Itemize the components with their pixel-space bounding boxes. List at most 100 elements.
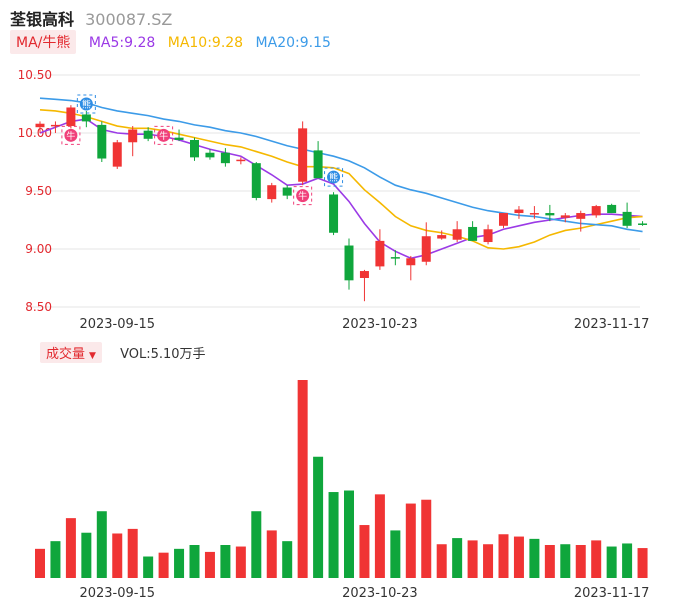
- candle: [545, 204, 555, 222]
- candle: [35, 121, 45, 133]
- volume-indicator-button[interactable]: 成交量 ▼: [40, 342, 102, 363]
- candle: [190, 137, 199, 161]
- candle: [437, 230, 447, 240]
- candle-body: [545, 213, 555, 216]
- volume-bar: [483, 544, 494, 578]
- candle-body: [591, 206, 601, 216]
- candle: [251, 162, 261, 201]
- candle: [406, 255, 416, 281]
- y-tick-label: 10.00: [18, 126, 52, 140]
- volume-bar: [81, 532, 92, 578]
- volume-bar: [467, 540, 478, 578]
- candle: [499, 213, 508, 229]
- candle: [452, 221, 462, 243]
- candle: [50, 121, 60, 133]
- volume-bar: [174, 548, 185, 578]
- candle-body: [638, 223, 648, 225]
- candle-body: [190, 139, 199, 158]
- candle: [66, 105, 76, 129]
- candle-body: [468, 226, 478, 241]
- candle: [205, 149, 215, 160]
- candle: [174, 129, 184, 142]
- candle: [282, 185, 292, 200]
- candle-body: [35, 123, 45, 128]
- candle-body: [375, 240, 385, 267]
- price-grid: [30, 74, 640, 308]
- candle: [344, 238, 354, 290]
- candle-body: [529, 213, 539, 215]
- volume-bar: [297, 380, 308, 578]
- stock-code: 300087.SZ: [85, 10, 173, 29]
- volume-legend-bar: 成交量 ▼ VOL:5.10万手: [40, 342, 206, 363]
- volume-bar: [374, 494, 385, 578]
- volume-value: VOL:5.10万手: [120, 347, 206, 362]
- volume-bar: [390, 530, 401, 578]
- candle-body: [421, 236, 431, 262]
- bear-signal-icon: 熊: [324, 167, 344, 187]
- volume-bar: [436, 544, 447, 578]
- volume-bars: [35, 380, 648, 578]
- candle-body: [452, 229, 462, 240]
- candle-body: [97, 124, 107, 159]
- ma10-legend: MA10:9.28: [167, 35, 244, 51]
- candle: [128, 126, 138, 157]
- candle: [112, 139, 122, 169]
- candle-body: [50, 124, 60, 127]
- volume-bar: [606, 546, 617, 578]
- ma10-line: [39, 109, 643, 250]
- candle-body: [298, 128, 308, 182]
- volume-bar: [359, 525, 370, 578]
- signal-label: 牛: [298, 190, 307, 202]
- candle: [298, 121, 308, 186]
- volume-bar: [513, 536, 524, 578]
- ma-indicator-button[interactable]: MA/牛熊: [10, 30, 77, 54]
- bull-signal-icon: 牛: [154, 125, 174, 145]
- y-tick-label: 9.00: [25, 242, 52, 256]
- moving-average-lines: [39, 97, 643, 260]
- candle: [390, 250, 400, 266]
- price-y-axis: 10.50 10.00 9.50 9.00 8.50: [18, 68, 52, 314]
- candle: [329, 192, 339, 236]
- candle: [607, 203, 617, 214]
- volume-bar: [35, 548, 45, 578]
- y-tick-label: 10.50: [18, 68, 52, 82]
- candle-body: [607, 204, 617, 214]
- volume-bar: [189, 545, 200, 578]
- ma-legend-bar: MA/牛熊 MA5:9.28 MA10:9.28 MA20:9.15: [10, 30, 331, 54]
- volume-x-axis: 2023-09-15 2023-10-23 2023-11-17: [79, 586, 649, 601]
- candle-body: [143, 130, 153, 139]
- volume-bar: [204, 551, 215, 578]
- candle-body: [282, 187, 292, 196]
- candle: [483, 224, 493, 245]
- candle-body: [560, 215, 570, 218]
- bull-signal-icon: 牛: [61, 125, 81, 145]
- candle-body: [344, 245, 354, 281]
- candle: [468, 221, 478, 241]
- candle-body: [329, 194, 339, 233]
- candle-body: [66, 107, 76, 127]
- volume-bar: [50, 541, 61, 578]
- volume-bar: [421, 499, 432, 578]
- candle-body: [112, 142, 122, 167]
- bull-bear-signals: 熊牛 牛牛熊: [61, 94, 344, 206]
- volume-button-label: 成交量: [46, 347, 86, 362]
- signal-label: 熊: [329, 172, 338, 184]
- x-tick-label: 2023-10-23: [342, 317, 418, 332]
- volume-bar: [313, 456, 324, 578]
- candle: [313, 141, 323, 179]
- volume-bar: [544, 545, 555, 578]
- volume-bar: [575, 545, 586, 578]
- candle-body: [390, 257, 400, 259]
- candle-body: [359, 271, 369, 278]
- ma5-legend: MA5:9.28: [88, 35, 156, 51]
- ma5-line: [39, 118, 643, 260]
- candle-body: [267, 185, 277, 200]
- candle: [267, 182, 277, 203]
- candle-body: [483, 229, 493, 243]
- candle: [591, 204, 601, 218]
- volume-bar: [127, 528, 138, 578]
- candle: [81, 110, 91, 128]
- candle-body: [514, 209, 524, 214]
- signal-label: 牛: [159, 130, 168, 142]
- candle: [638, 221, 648, 226]
